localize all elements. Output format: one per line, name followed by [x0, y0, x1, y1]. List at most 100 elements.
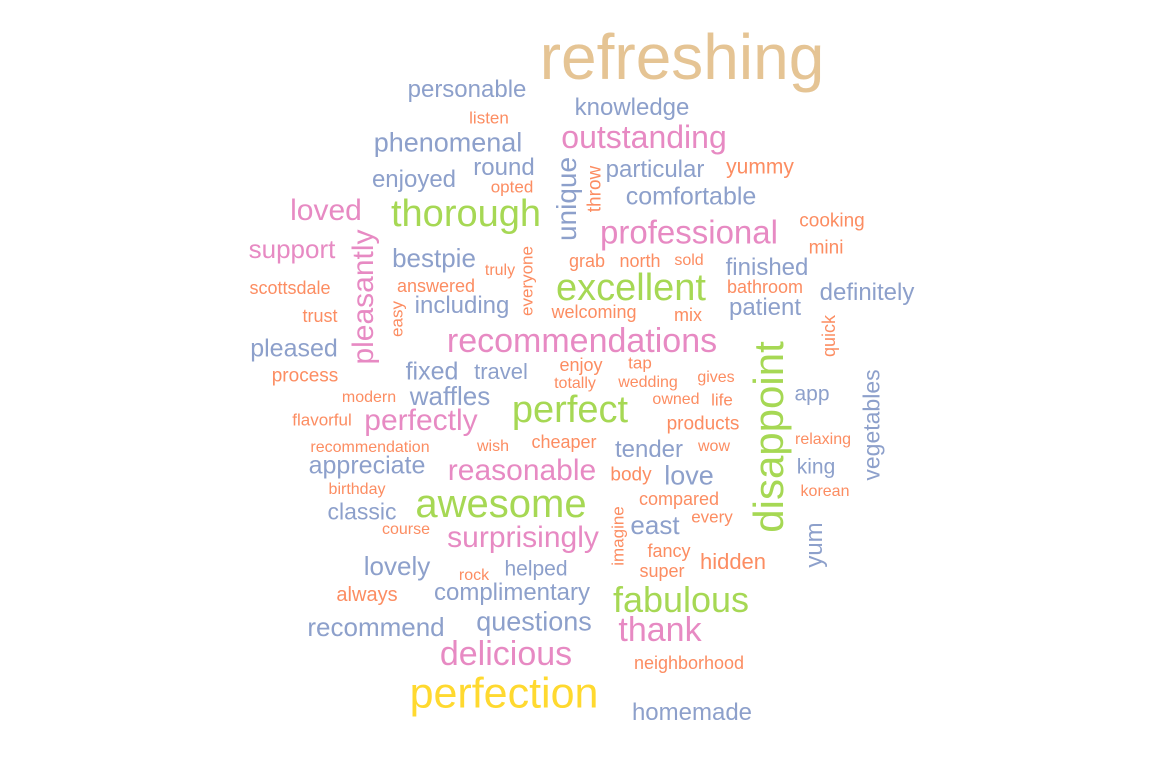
word-truly: truly — [484, 262, 516, 279]
word-cooking: cooking — [799, 210, 865, 232]
word-sold: sold — [674, 252, 704, 269]
word-body: body — [610, 464, 652, 486]
word-totally: totally — [554, 375, 596, 392]
word-patient: patient — [728, 294, 802, 321]
word-outstanding: outstanding — [561, 119, 727, 155]
word-vegetables: vegetables — [858, 369, 885, 481]
word-birthday: birthday — [328, 481, 386, 498]
word-listen: listen — [469, 108, 509, 128]
word-opted: opted — [490, 177, 534, 197]
word-relaxing: relaxing — [794, 431, 852, 448]
word-enjoyed: enjoyed — [371, 166, 457, 193]
word-helped: helped — [504, 557, 568, 581]
word-perfection: perfection — [409, 669, 599, 718]
word-bestpie: bestpie — [392, 243, 476, 273]
word-thank: thank — [618, 611, 702, 649]
word-east: east — [630, 510, 680, 540]
word-fixed: fixed — [405, 357, 459, 386]
word-recommendations: recommendations — [446, 322, 718, 360]
word-round: round — [473, 154, 535, 181]
word-bathroom: bathroom — [726, 277, 804, 297]
word-knowledge: knowledge — [574, 94, 690, 121]
word-mix: mix — [674, 305, 702, 325]
word-gives: gives — [697, 369, 735, 386]
word-products: products — [666, 413, 740, 435]
word-north: north — [619, 251, 661, 271]
word-pleased: pleased — [250, 334, 338, 363]
word-phenomenal: phenomenal — [373, 127, 523, 158]
word-flavorful: flavorful — [292, 410, 352, 430]
word-personable: personable — [407, 76, 527, 103]
word-enjoy: enjoy — [559, 355, 603, 375]
word-super: super — [639, 561, 685, 581]
word-disappoint: disappoint — [745, 341, 792, 533]
word-appreciate: appreciate — [308, 451, 426, 480]
word-imagine: imagine — [608, 506, 628, 566]
word-including: including — [414, 292, 510, 319]
word-yummy: yummy — [726, 155, 794, 179]
word-quick: quick — [819, 314, 839, 358]
word-homemade: homemade — [631, 699, 753, 726]
word-pleasantly: pleasantly — [347, 229, 380, 365]
word-king: king — [796, 455, 836, 479]
word-unique: unique — [551, 156, 582, 242]
word-refreshing: refreshing — [539, 21, 825, 93]
word-tap: tap — [628, 353, 652, 373]
word-app: app — [794, 382, 830, 406]
word-loved: loved — [290, 194, 362, 227]
word-easy: easy — [387, 301, 407, 337]
word-thorough: thorough — [390, 193, 542, 235]
word-hidden: hidden — [699, 549, 767, 574]
word-process: process — [271, 365, 339, 387]
word-yum: yum — [801, 522, 828, 568]
word-professional: professional — [600, 213, 778, 251]
word-surprisingly: surprisingly — [447, 521, 599, 554]
word-particular: particular — [605, 156, 705, 183]
word-definitely: definitely — [819, 279, 915, 306]
word-finished: finished — [725, 254, 809, 281]
word-answered: answered — [396, 276, 476, 296]
word-lovely: lovely — [363, 551, 431, 581]
word-recommend: recommend — [307, 612, 445, 642]
word-korean: korean — [800, 483, 850, 500]
word-recommendation: recommendation — [310, 439, 430, 456]
word-tender: tender — [614, 436, 684, 463]
word-travel: travel — [474, 359, 528, 384]
word-neighborhood: neighborhood — [633, 653, 745, 673]
word-awesome: awesome — [415, 482, 587, 526]
word-reasonable: reasonable — [447, 454, 597, 487]
word-compared: compared — [638, 489, 720, 509]
word-always: always — [336, 584, 398, 606]
word-perfect: perfect — [511, 389, 629, 431]
word-fabulous: fabulous — [612, 579, 750, 620]
word-trust: trust — [302, 306, 338, 326]
word-cheaper: cheaper — [531, 432, 597, 452]
word-comfortable: comfortable — [625, 182, 757, 211]
word-fancy: fancy — [647, 541, 691, 561]
word-questions: questions — [476, 606, 592, 637]
word-love: love — [664, 460, 714, 491]
word-perfectly: perfectly — [364, 404, 478, 437]
word-life: life — [711, 390, 733, 410]
word-complimentary: complimentary — [433, 579, 591, 606]
word-wow: wow — [697, 438, 731, 455]
word-owned: owned — [652, 391, 700, 408]
word-waffles: waffles — [409, 381, 491, 411]
word-rock: rock — [458, 567, 490, 584]
word-every: every — [691, 507, 733, 527]
word-modern: modern — [341, 389, 397, 406]
word-mini: mini — [808, 237, 844, 259]
word-throw: throw — [584, 165, 606, 213]
word-grab: grab — [568, 251, 606, 271]
word-delicious: delicious — [439, 635, 573, 673]
word-welcoming: welcoming — [551, 302, 637, 322]
word-scottsdale: scottsdale — [249, 278, 331, 298]
word-excellent: excellent — [556, 267, 706, 309]
word-wedding: wedding — [618, 374, 678, 391]
word-support: support — [248, 234, 336, 264]
word-course: course — [381, 521, 431, 538]
word-everyone: everyone — [517, 246, 537, 316]
word-wish: wish — [476, 438, 510, 455]
word-classic: classic — [327, 498, 397, 525]
